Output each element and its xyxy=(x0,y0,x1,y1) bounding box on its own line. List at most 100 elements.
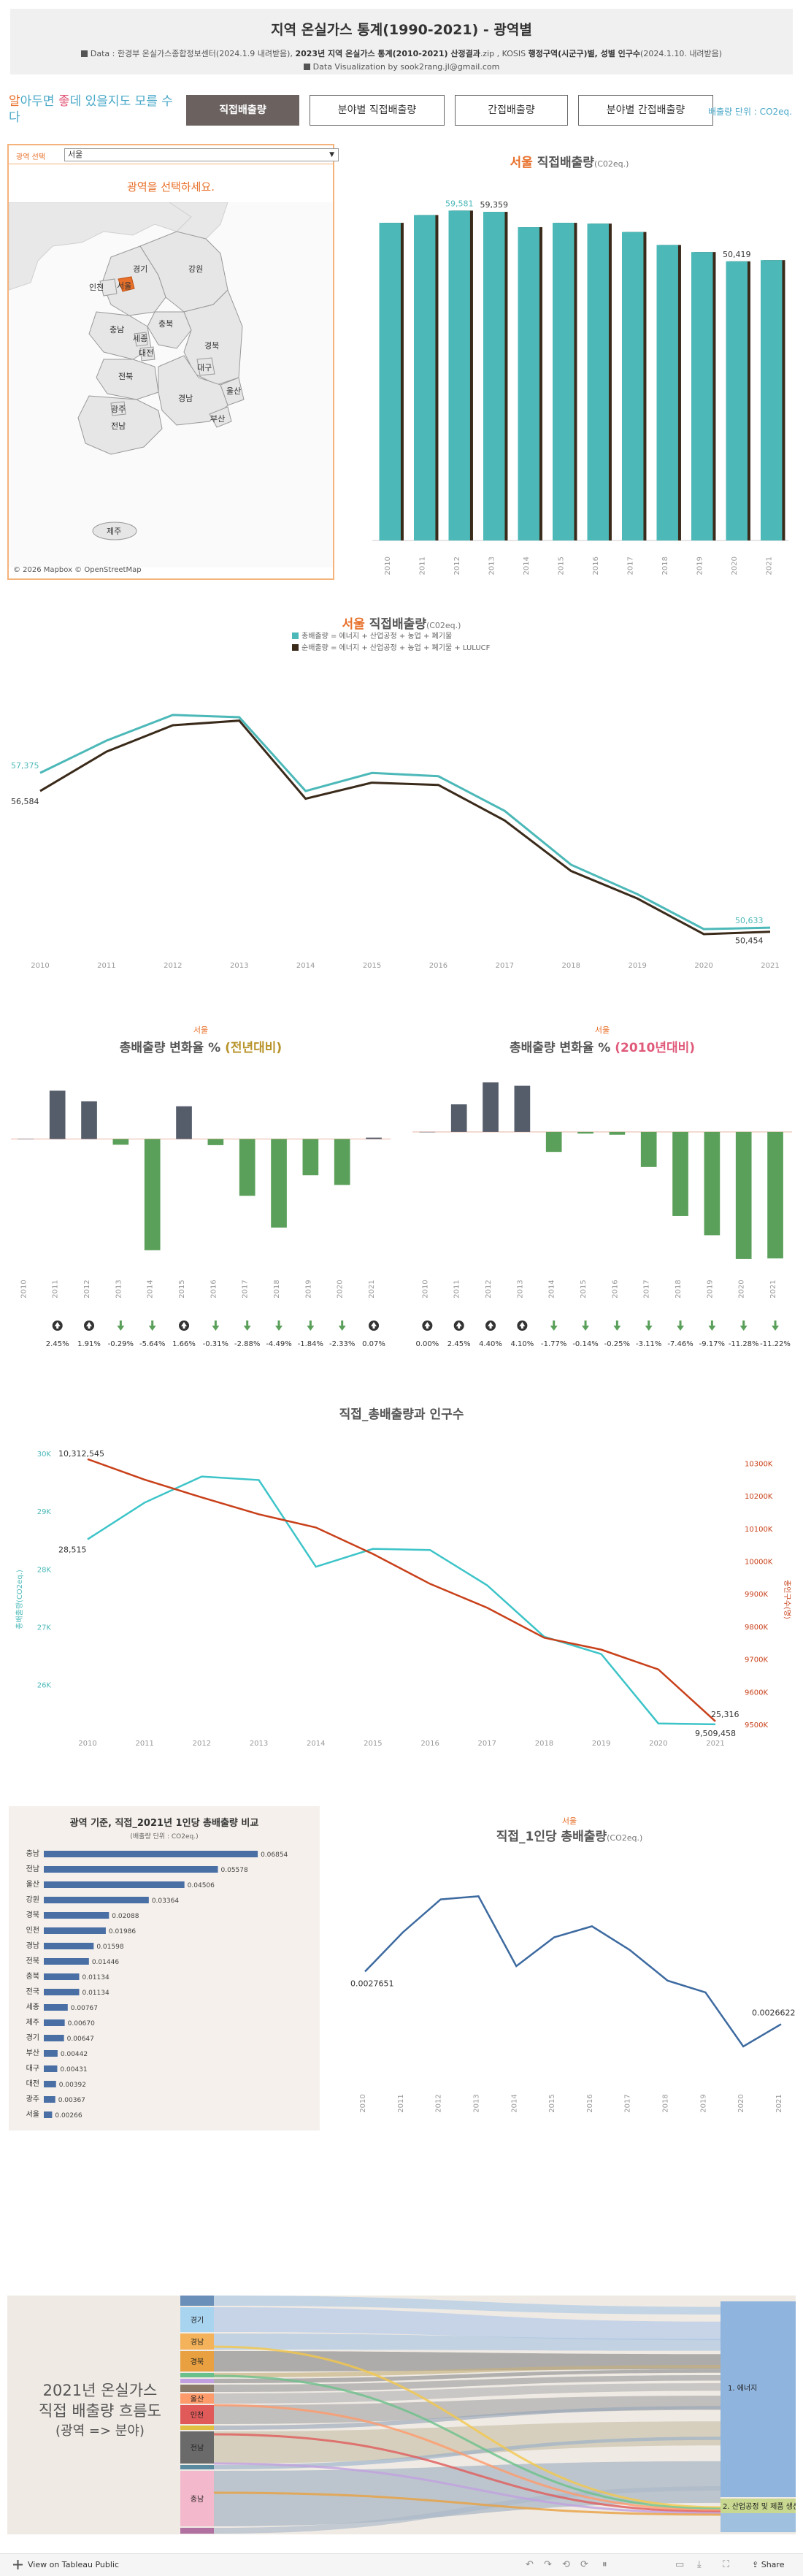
pause-icon[interactable]: ⏸ xyxy=(602,2559,607,2570)
chart4-up-arrow-glyph xyxy=(456,1322,462,1329)
chart1-bar xyxy=(553,223,575,540)
chart5-x-tick: 2015 xyxy=(364,1740,382,1748)
chart5-ann-end-em: 25,316 xyxy=(711,1710,739,1719)
sankey-title-line1: 2021년 온실가스 xyxy=(42,2382,158,2399)
chart2-x-tick: 2010 xyxy=(31,962,49,970)
chart6-value-label: 0.06854 xyxy=(261,1851,288,1859)
device-layout-icon[interactable]: ▭ xyxy=(675,2559,685,2570)
chart6-bar xyxy=(44,2050,58,2057)
chart6-bar xyxy=(44,1973,80,1980)
chart2-start-net: 56,584 xyxy=(11,797,39,806)
chart2-x-tick: 2015 xyxy=(363,962,381,970)
chart5-ann-start-pop: 10,312,545 xyxy=(58,1449,104,1459)
chart2-x-tick: 2012 xyxy=(164,962,182,970)
chart4-pct-label: 4.10% xyxy=(510,1340,534,1348)
chart6-bar xyxy=(44,2065,58,2072)
chart5-x-tick: 2020 xyxy=(649,1740,667,1748)
chart3-region: 서울 xyxy=(193,1025,209,1035)
map-label-daegu: 대구 xyxy=(197,363,212,372)
chart5-right-tick: 9900K xyxy=(745,1591,768,1599)
sankey-flow-thin xyxy=(213,2491,721,2516)
region-busan[interactable] xyxy=(209,406,232,428)
region-gwangju[interactable] xyxy=(110,401,126,416)
sankey-left-node xyxy=(180,2471,214,2526)
chart4-down-arrow-icon xyxy=(582,1321,590,1331)
region-incheon[interactable] xyxy=(99,278,118,297)
chart5-dual-line-chart[interactable]: 30K 29K 28K 27K 26K 10300K 10200K 10100K 10000K 9… xyxy=(7,1424,796,1767)
chart3-pct-label: -2.88% xyxy=(234,1340,260,1348)
chart4-pct-label: -7.46% xyxy=(667,1340,693,1348)
chart7-x-tick: 2019 xyxy=(699,2094,707,2112)
chart6-bar xyxy=(44,1881,185,1888)
chart4-bar xyxy=(672,1131,688,1216)
region-jeju[interactable] xyxy=(92,521,137,540)
chart6-value-label: 0.00442 xyxy=(61,2051,88,2058)
tab-direct-emissions[interactable]: 직접배출량 xyxy=(186,95,299,126)
chart3-yoy-bar-chart[interactable]: 2010 2011 2012 2013 2014 2015 2016 2017 2018 2019… xyxy=(7,1063,394,1369)
chart2-total-line xyxy=(39,714,771,930)
chart5-x-tick: 2021 xyxy=(706,1740,724,1748)
chart4-bar xyxy=(577,1131,593,1134)
chart6-bar xyxy=(44,1912,110,1919)
chart7-x-tick: 2018 xyxy=(662,2094,670,2112)
region-select-row: 광역 선택 서울 ▼ xyxy=(9,145,339,164)
tab-direct-by-sector[interactable]: 분야별 직접배출량 xyxy=(310,95,445,126)
chart2-x-tick: 2017 xyxy=(496,962,514,970)
chart7-line-chart[interactable]: 2010 2011 2012 2013 2014 2015 2016 2017 2018 2019… xyxy=(343,1848,796,2140)
sankey-left-node xyxy=(180,2393,214,2404)
source-population: 행정구역(시군구)별, 성별 인구수 xyxy=(528,49,641,58)
chart5-x-tick: 2011 xyxy=(135,1740,153,1748)
revert-icon[interactable]: ⟲ xyxy=(562,2559,570,2570)
sankey-title-line2: 직접 배출량 흐름도 xyxy=(39,2402,161,2420)
legend-net: 순배출량 = 에너지 + 산업공정 + 농업 + 폐기물 + LULUCF xyxy=(292,643,490,654)
chart4-pct-label: -11.28% xyxy=(729,1340,759,1348)
region-jeonnam[interactable] xyxy=(77,395,163,455)
map-label-incheon: 인천 xyxy=(89,282,104,292)
chart1-bar xyxy=(379,223,401,540)
map-label-jeonnam: 전남 xyxy=(111,421,126,431)
tab-indirect-emissions[interactable]: 간접배출량 xyxy=(455,95,568,126)
download-icon[interactable]: ⤓ xyxy=(697,2559,702,2570)
chart6-bar xyxy=(44,1958,89,1965)
chart2-x-tick: 2013 xyxy=(230,962,248,970)
chart7-x-tick: 2013 xyxy=(472,2094,480,2112)
korea-map[interactable]: 강원 경기 서울 인천 충북 충남 세종 대전 경북 대구 울산 전북 경남 부… xyxy=(9,202,333,567)
map-labels: 강원 경기 서울 인천 충북 충남 세종 대전 경북 대구 울산 전북 경남 부… xyxy=(89,264,241,536)
share-button[interactable]: ⇪ Share xyxy=(752,2560,785,2569)
chart4-base-bar-chart[interactable]: 2010 2011 2012 2013 2014 2015 2016 2017 2018 2019… xyxy=(409,1063,796,1369)
chart4-bar xyxy=(483,1082,499,1132)
chart6-bar xyxy=(44,2035,64,2041)
chart6-hbar-chart[interactable]: 충남 0.06854 전남 0.05578 울산 0.04506 강원 0.03364 경북 0.… xyxy=(9,1843,320,2128)
region-daegu[interactable] xyxy=(196,357,215,376)
redo-icon[interactable]: ↷ xyxy=(544,2559,552,2570)
sankey-right-node-industry xyxy=(721,2499,796,2513)
chart2-line-chart[interactable]: 2010 2011 2012 2013 2014 2015 2016 2017 2018 2019… xyxy=(7,657,796,986)
region-daejeon[interactable] xyxy=(139,346,155,362)
sankey-right-node-energy xyxy=(721,2301,796,2497)
chart3-up-arrow-glyph xyxy=(54,1322,61,1329)
fullscreen-icon[interactable]: ⛶ xyxy=(723,2559,730,2570)
chart7-line xyxy=(364,1895,782,2048)
region-seoul[interactable] xyxy=(118,276,135,292)
region-sejong[interactable] xyxy=(134,332,148,347)
chart5-x-tick: 2014 xyxy=(307,1740,325,1748)
refresh-icon[interactable]: ⟳ xyxy=(580,2559,588,2570)
sankey-right-label-energy: 1. 에너지 xyxy=(728,2384,757,2393)
chart3-up-arrow-glyph xyxy=(371,1322,377,1329)
region-select[interactable]: 서울 ▼ xyxy=(64,148,339,161)
sankey-left-node xyxy=(180,2379,214,2383)
sankey-left-node xyxy=(180,2334,214,2350)
sankey-flow xyxy=(214,2406,721,2430)
chart6-region-label: 세종 xyxy=(26,2003,39,2011)
chart4-pct-label: -1.77% xyxy=(541,1340,566,1348)
undo-icon[interactable]: ↶ xyxy=(526,2559,534,2570)
region-jeonbuk[interactable] xyxy=(96,359,159,400)
chart1-bar-chart[interactable]: 2010 2011 2012 2013 2014 2015 2016 2017 2018 2019… xyxy=(350,175,796,584)
tab-indirect-by-sector[interactable]: 분야별 간접배출량 xyxy=(578,95,713,126)
view-on-tableau-link[interactable]: View on Tableau Public xyxy=(28,2560,120,2569)
chart6-region-label: 인천 xyxy=(26,1926,39,1935)
chart6-bar xyxy=(44,1989,80,1995)
chart6-value-label: 0.01446 xyxy=(92,1959,119,1966)
chart6-region-label: 대전 xyxy=(26,2079,39,2088)
